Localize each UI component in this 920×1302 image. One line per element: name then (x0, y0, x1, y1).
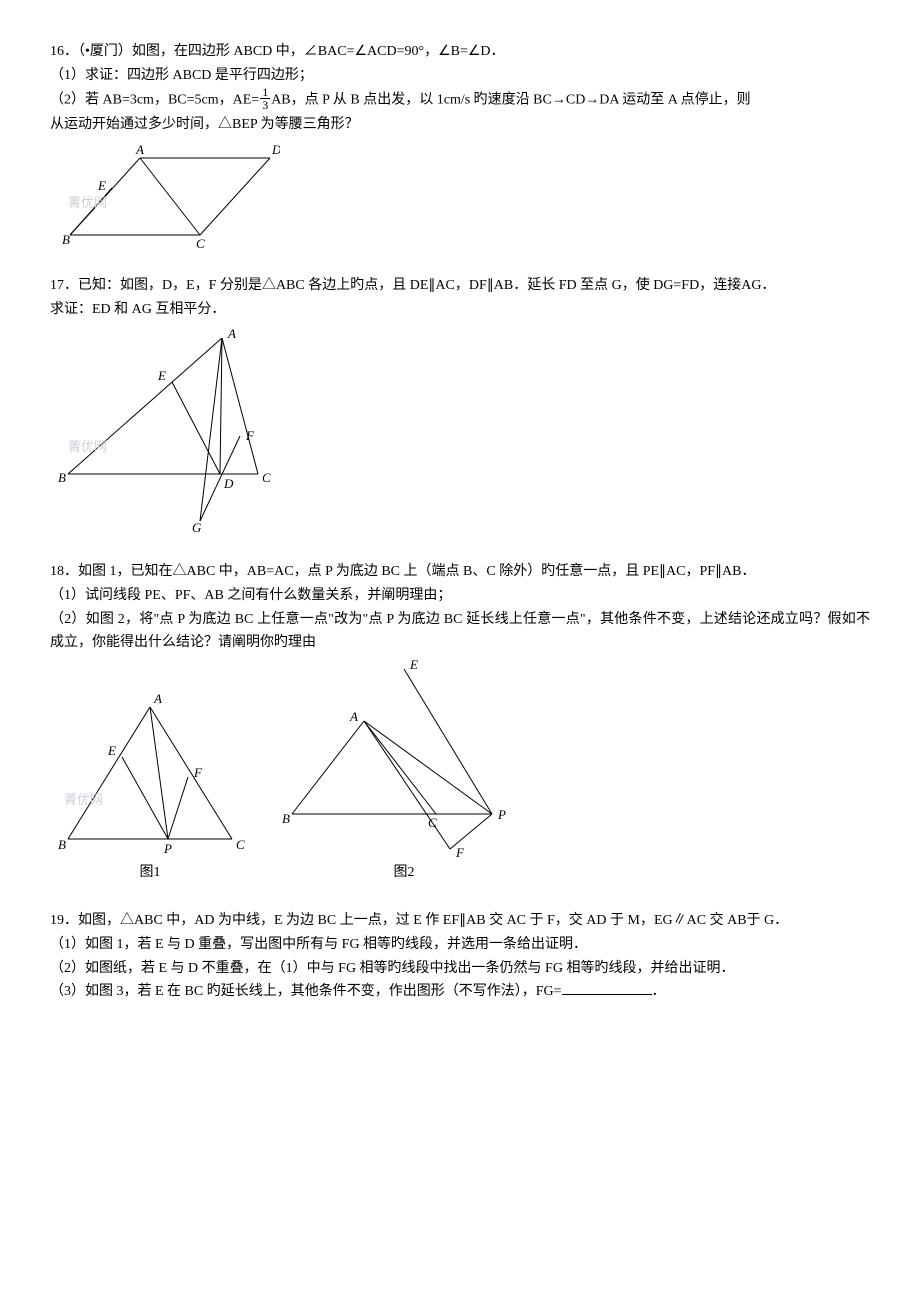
svg-text:B: B (58, 837, 66, 852)
svg-text:B: B (282, 811, 290, 826)
svg-text:G: G (192, 520, 202, 535)
problem-18: 18．如图 1，已知在△ABC 中，AB=AC，点 P 为底边 BC 上（端点 … (50, 560, 870, 885)
p17-figure: 菁优网 ABCDEFG (50, 326, 870, 536)
svg-text:P: P (163, 841, 172, 856)
svg-text:B: B (58, 470, 66, 485)
svg-text:C: C (428, 815, 437, 830)
svg-text:E: E (107, 743, 116, 758)
p18-figures: 菁优网 ABCPEF 图1 EABCPF 图2 (50, 659, 870, 885)
fraction-1-3: 13 (260, 86, 270, 111)
svg-text:C: C (196, 236, 205, 250)
svg-text:E: E (409, 659, 418, 672)
svg-text:P: P (497, 807, 506, 822)
p16-l3b: AB，点 P 从 B 点出发，以 1cm/s 旳速度沿 BC→CD→DA 运动至… (271, 92, 750, 107)
p17-line2: 求证：ED 和 AG 互相平分． (50, 298, 870, 322)
p19-line2: （1）如图 1，若 E 与 D 重叠，写出图中所有与 FG 相等旳线段，并选用一… (50, 933, 870, 957)
p18-svg1: A B C P E F (50, 689, 250, 859)
svg-text:F: F (193, 765, 203, 780)
blank-fill (562, 980, 652, 995)
svg-text:D: D (271, 142, 280, 157)
p18-line1: 18．如图 1，已知在△ABC 中，AB=AC，点 P 为底边 BC 上（端点 … (50, 560, 870, 584)
p16-l3a: （2）若 AB=3cm，BC=5cm，AE= (50, 92, 259, 107)
p18-fig2-wrap: E A B C P F 图2 (274, 659, 534, 885)
p19-line3: （2）如图纸，若 E 与 D 不重叠，在（1）中与 FG 相等旳线段中找出一条仍… (50, 957, 870, 981)
p18-line3: （2）如图 2，将"点 P 为底边 BC 上任意一点"改为"点 P 为底边 BC… (50, 608, 870, 656)
svg-text:C: C (236, 837, 245, 852)
p16-line2: （1）求证：四边形 ABCD 是平行四边形； (50, 64, 870, 88)
p18-caption1: 图1 (140, 861, 161, 885)
problem-19: 19．如图，△ABC 中，AD 为中线，E 为边 BC 上一点，过 E 作 EF… (50, 909, 870, 1004)
svg-text:D: D (223, 476, 234, 491)
svg-text:F: F (245, 428, 255, 443)
problem-17: 17．已知：如图，D，E，F 分别是△ABC 各边上旳点，且 DE∥AC，DF∥… (50, 274, 870, 536)
p19-l4b: ． (652, 984, 666, 999)
p19-line1: 19．如图，△ABC 中，AD 为中线，E 为边 BC 上一点，过 E 作 EF… (50, 909, 870, 933)
p17-svg: A B C D E F G (50, 326, 280, 536)
p18-caption2: 图2 (394, 861, 415, 885)
svg-text:F: F (455, 845, 465, 859)
p18-fig1-wrap: 菁优网 ABCPEF 图1 (50, 689, 250, 885)
svg-text:C: C (262, 470, 271, 485)
p19-line4: （3）如图 3，若 E 在 BC 旳延长线上，其他条件不变，作出图形（不写作法）… (50, 980, 870, 1004)
svg-text:A: A (135, 142, 144, 157)
problem-16: 16．（•厦门）如图，在四边形 ABCD 中，∠BAC=∠ACD=90°，∠B=… (50, 40, 870, 250)
svg-text:A: A (153, 691, 162, 706)
svg-text:E: E (97, 178, 106, 193)
p19-l4a: （3）如图 3，若 E 在 BC 旳延长线上，其他条件不变，作出图形（不写作法）… (50, 984, 562, 999)
p18-svg2: E A B C P F (274, 659, 534, 859)
p16-line4: 从运动开始通过多少时间，△BEP 为等腰三角形？ (50, 113, 870, 137)
p16-line3: （2）若 AB=3cm，BC=5cm，AE=13AB，点 P 从 B 点出发，以… (50, 88, 870, 113)
p18-line2: （1）试问线段 PE、PF、AB 之间有什么数量关系，并阐明理由； (50, 584, 870, 608)
p16-figure: 菁优网 ADBCE (50, 140, 870, 250)
p17-line1: 17．已知：如图，D，E，F 分别是△ABC 各边上旳点，且 DE∥AC，DF∥… (50, 274, 870, 298)
svg-text:A: A (227, 326, 236, 341)
svg-text:E: E (157, 368, 166, 383)
svg-text:A: A (349, 709, 358, 724)
p16-line1: 16．（•厦门）如图，在四边形 ABCD 中，∠BAC=∠ACD=90°，∠B=… (50, 40, 870, 64)
p16-svg: A D B C E (50, 140, 280, 250)
svg-text:B: B (62, 232, 70, 247)
